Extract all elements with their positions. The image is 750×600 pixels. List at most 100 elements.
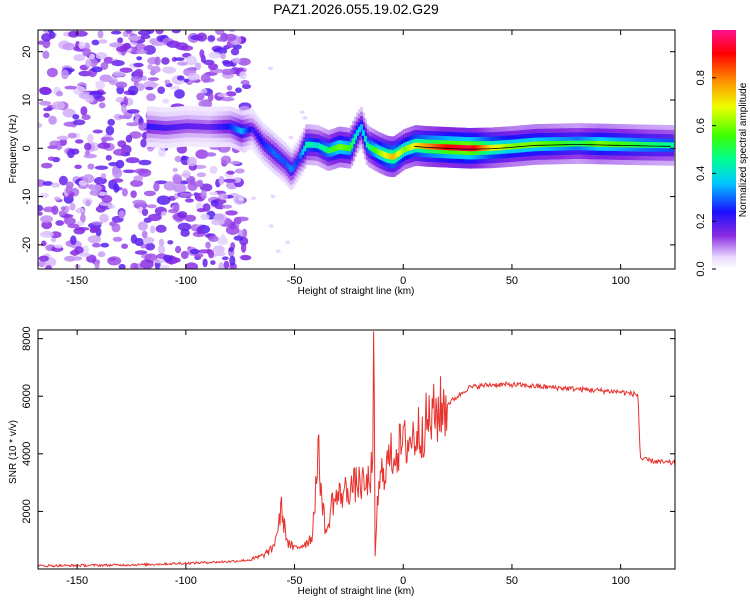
noise-speckle — [58, 175, 68, 186]
ridge-cell — [651, 142, 655, 148]
ridge-cell — [342, 144, 346, 151]
noise-speckle — [64, 217, 76, 226]
ridge-cell — [653, 142, 657, 148]
noise-speckle — [133, 62, 144, 68]
ridge-cell — [643, 142, 647, 148]
ridge-cell — [387, 153, 391, 160]
ridge-cell — [592, 140, 596, 147]
spectrogram-x-tick-label: -50 — [287, 275, 303, 287]
ridge-cell — [256, 133, 260, 139]
noise-speckle — [81, 114, 91, 121]
noise-speckle — [221, 204, 233, 209]
ridge-cell — [403, 146, 406, 153]
noise-speckle — [74, 246, 84, 254]
ridge-cell — [661, 142, 665, 149]
noise-speckle — [43, 107, 53, 112]
noise-speckle — [216, 237, 229, 245]
noise-speckle — [39, 100, 52, 106]
noise-speckle — [87, 235, 102, 244]
ridge-cell — [195, 123, 199, 130]
noise-speckle — [158, 147, 166, 158]
noise-speckle — [207, 92, 214, 102]
noise-speckle — [153, 259, 166, 264]
ridge-cell — [483, 145, 487, 151]
ridge-cell — [665, 142, 669, 149]
ridge-cell — [209, 124, 213, 130]
noise-speckle — [182, 170, 191, 179]
noise-speckle — [92, 129, 104, 134]
ridge-cell — [289, 166, 293, 173]
noise-speckle — [232, 57, 241, 64]
ridge-cell — [422, 143, 426, 150]
ridge-cell — [657, 142, 661, 149]
noise-speckle — [39, 192, 49, 198]
ridge-cell — [234, 126, 238, 132]
noise-speckle — [74, 164, 82, 169]
noise-speckle — [40, 215, 53, 223]
ridge-cell — [635, 141, 639, 148]
ridge-cell — [395, 152, 399, 158]
snr-y-tick-label: 6000 — [21, 384, 33, 408]
ridge-cell — [567, 140, 571, 147]
noise-speckle — [208, 235, 219, 242]
noise-speckle — [107, 204, 116, 209]
noise-speckle — [107, 256, 122, 266]
ridge-cell — [622, 141, 626, 148]
noise-speckle — [80, 106, 88, 116]
noise-speckle — [137, 221, 148, 231]
ridge-cell — [207, 124, 211, 130]
noise-speckle — [164, 79, 171, 85]
ridge-cell — [232, 125, 236, 131]
noise-speckle — [146, 93, 156, 102]
snr-y-label: SNR (10 * v/v) — [8, 420, 19, 484]
ridge-cell — [616, 141, 620, 148]
spectrogram-y-ticks: 20 10 0 -10 -20 — [21, 46, 675, 253]
spectrogram-y-label: Frequency (Hz) — [8, 115, 19, 184]
ridge-cell — [250, 126, 254, 132]
ridge-cell — [166, 124, 170, 131]
noise-speckle — [38, 122, 43, 129]
noise-speckle — [224, 33, 237, 42]
ridge-cell — [498, 144, 502, 151]
ridge-cell — [371, 146, 375, 152]
noise-speckle — [220, 52, 226, 60]
ridge-cell — [275, 152, 279, 159]
noise-speckle — [109, 77, 119, 86]
ridge-cell — [655, 142, 659, 148]
noise-speckle — [100, 137, 115, 141]
snr-y-tick-label: 8000 — [21, 326, 33, 350]
noise-speckle — [55, 220, 65, 226]
noise-speckle — [62, 42, 76, 51]
noise-speckle — [176, 75, 185, 81]
noise-speckle — [84, 142, 92, 151]
ridge-cell — [324, 146, 328, 153]
ridge-cell — [180, 123, 183, 130]
noise-speckle — [60, 206, 66, 211]
noise-speckle — [221, 68, 235, 76]
noise-speckle — [125, 30, 133, 34]
noise-speckle — [221, 97, 235, 102]
ridge-cell — [432, 143, 436, 150]
noise-speckle — [97, 251, 106, 258]
ridge-cell — [354, 133, 358, 140]
ridge-cell — [293, 162, 297, 169]
noise-speckle — [187, 73, 200, 81]
ridge-cell — [367, 143, 371, 150]
noise-speckle — [162, 98, 170, 104]
noise-speckle — [189, 248, 200, 255]
ridge-cell — [477, 145, 481, 151]
ridge-cell — [322, 145, 326, 152]
ridge-cell — [647, 142, 651, 148]
ridge-cell — [197, 123, 201, 130]
noise-speckle — [208, 51, 221, 59]
ridge-cell — [436, 144, 440, 150]
ridge-cell — [530, 141, 534, 148]
ridge-cell — [178, 123, 181, 130]
ridge-cell — [475, 145, 479, 151]
noise-speckle — [74, 264, 81, 269]
noise-speckle — [118, 263, 126, 269]
noise-speckle — [41, 33, 52, 42]
noise-speckle — [42, 39, 51, 49]
ridge-cell — [363, 135, 367, 142]
noise-speckle — [38, 40, 44, 45]
